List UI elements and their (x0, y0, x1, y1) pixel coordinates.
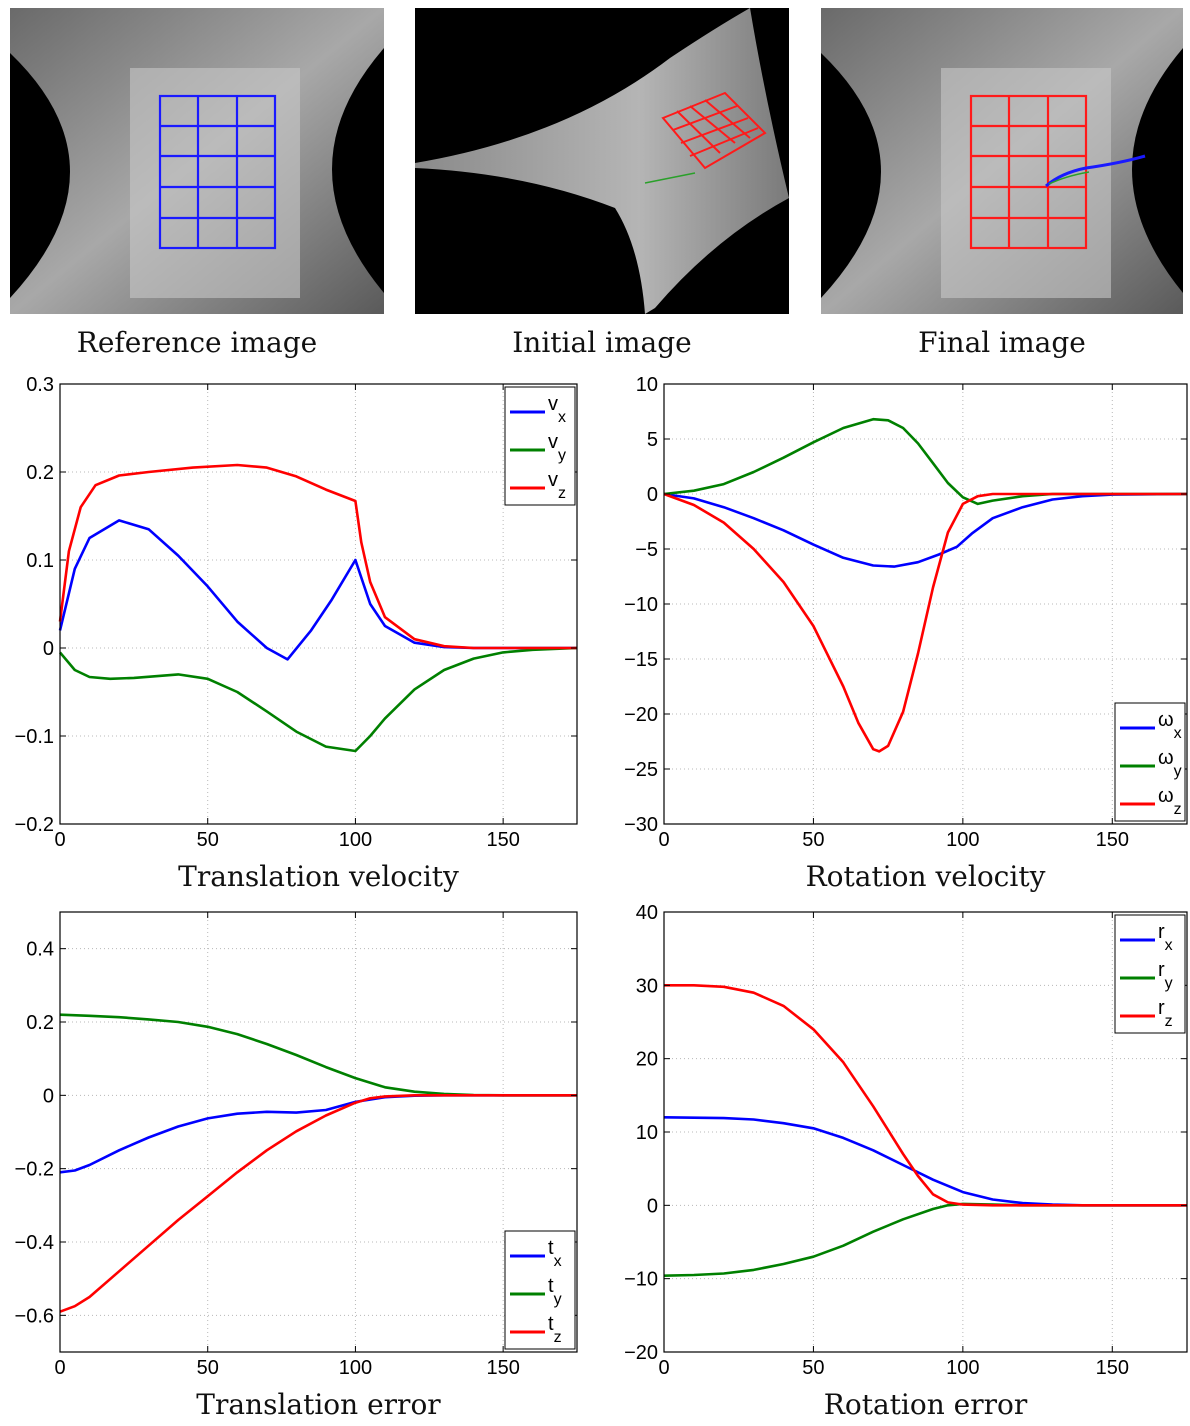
y-tick-label: −0.2 (15, 814, 54, 836)
series-line-x (58, 519, 577, 661)
legend: rx ry rz (1114, 914, 1186, 1034)
series-line-x (663, 492, 1188, 568)
reference-image-caption: Reference image (76, 326, 318, 359)
series-line-z (663, 492, 1187, 753)
y-tick-label: −0.1 (15, 726, 54, 748)
legend: tx ty tz (504, 1230, 576, 1350)
x-tick-label: 150 (1096, 1357, 1129, 1379)
final-image-drawing (821, 8, 1183, 314)
x-tick-label: 100 (339, 829, 372, 851)
y-tick-label: 0.4 (26, 939, 54, 961)
plot-frame (59, 383, 578, 825)
initial-grid (661, 91, 767, 170)
series-line-y (663, 417, 1187, 506)
y-tick-label: 10 (636, 1122, 658, 1144)
legend-label: rx (1158, 921, 1173, 954)
legend-label: ry (1158, 959, 1173, 992)
y-tick-label: −0.2 (15, 1159, 54, 1181)
y-tick-label: 0.3 (26, 374, 54, 396)
legend-label: vy (548, 431, 566, 464)
x-tick-label: 0 (54, 1357, 65, 1379)
legend-label: tx (548, 1237, 562, 1270)
y-tick-label: −20 (624, 1342, 658, 1364)
x-tick-label: 150 (486, 1357, 519, 1379)
final-image-caption: Final image (918, 326, 1086, 359)
x-tick-label: 0 (54, 829, 65, 851)
y-tick-label: −30 (624, 814, 658, 836)
y-tick-label: −15 (624, 649, 658, 671)
legend-label: vz (548, 469, 566, 502)
legend: ωx ωy ωz (1114, 702, 1186, 822)
y-tick-label: 30 (636, 975, 658, 997)
reference-image (10, 8, 384, 314)
y-tick-label: 0.2 (26, 1012, 54, 1034)
y-tick-label: 40 (636, 902, 658, 924)
translation-error-caption: Translation error (196, 1388, 441, 1421)
y-tick-label: 10 (636, 374, 658, 396)
legend-label: vx (548, 393, 566, 426)
reference-grid (158, 94, 277, 250)
x-tick-label: 100 (339, 1357, 372, 1379)
plot-frame (59, 911, 578, 1353)
legend-label: ωy (1158, 747, 1182, 780)
y-tick-label: 20 (636, 1049, 658, 1071)
x-tick-label: 50 (802, 1357, 824, 1379)
final-image (821, 8, 1183, 314)
y-tick-label: −10 (624, 594, 658, 616)
x-tick-label: 100 (946, 829, 979, 851)
initial-image (415, 8, 789, 314)
y-tick-label: −20 (624, 704, 658, 726)
y-tick-label: 5 (647, 429, 658, 451)
x-tick-label: 50 (197, 829, 219, 851)
legend: vx vy vz (504, 386, 576, 506)
x-tick-label: 0 (658, 829, 669, 851)
series-line-z (59, 1094, 577, 1313)
x-tick-label: 50 (802, 829, 824, 851)
reference-image-drawing (10, 8, 384, 314)
x-tick-label: 50 (197, 1357, 219, 1379)
series-line-z (664, 984, 1187, 1207)
y-tick-label: 0 (43, 638, 54, 660)
series-line-x (663, 1116, 1187, 1207)
legend-label: ωx (1158, 709, 1182, 742)
y-tick-label: 0.1 (26, 550, 54, 572)
trajectory-path (1045, 154, 1146, 188)
series-line-z (58, 463, 577, 650)
x-tick-label: 150 (1096, 829, 1129, 851)
initial-image-caption: Initial image (512, 326, 692, 359)
initial-image-drawing (415, 8, 789, 314)
y-tick-label: 0.2 (26, 462, 54, 484)
series-line-y (663, 1202, 1187, 1277)
legend-label: rz (1158, 997, 1173, 1030)
y-tick-label: 0 (647, 484, 658, 506)
series-line-y (59, 646, 578, 753)
y-tick-label: 0 (43, 1085, 54, 1107)
legend-label: ty (548, 1275, 562, 1308)
x-tick-label: 100 (946, 1357, 979, 1379)
rotation-error-caption: Rotation error (823, 1388, 1028, 1421)
y-tick-label: −0.6 (15, 1305, 54, 1327)
x-tick-label: 150 (486, 829, 519, 851)
translation-velocity-caption: Translation velocity (178, 860, 459, 893)
y-tick-label: −25 (624, 759, 658, 781)
y-tick-label: −0.4 (15, 1232, 54, 1254)
y-tick-label: −10 (624, 1269, 658, 1291)
y-tick-label: 0 (647, 1195, 658, 1217)
legend-label: tz (548, 1313, 562, 1346)
x-tick-label: 0 (658, 1357, 669, 1379)
legend-label: ωz (1158, 785, 1182, 818)
y-tick-label: −5 (635, 539, 658, 561)
rotation-velocity-caption: Rotation velocity (805, 860, 1046, 893)
